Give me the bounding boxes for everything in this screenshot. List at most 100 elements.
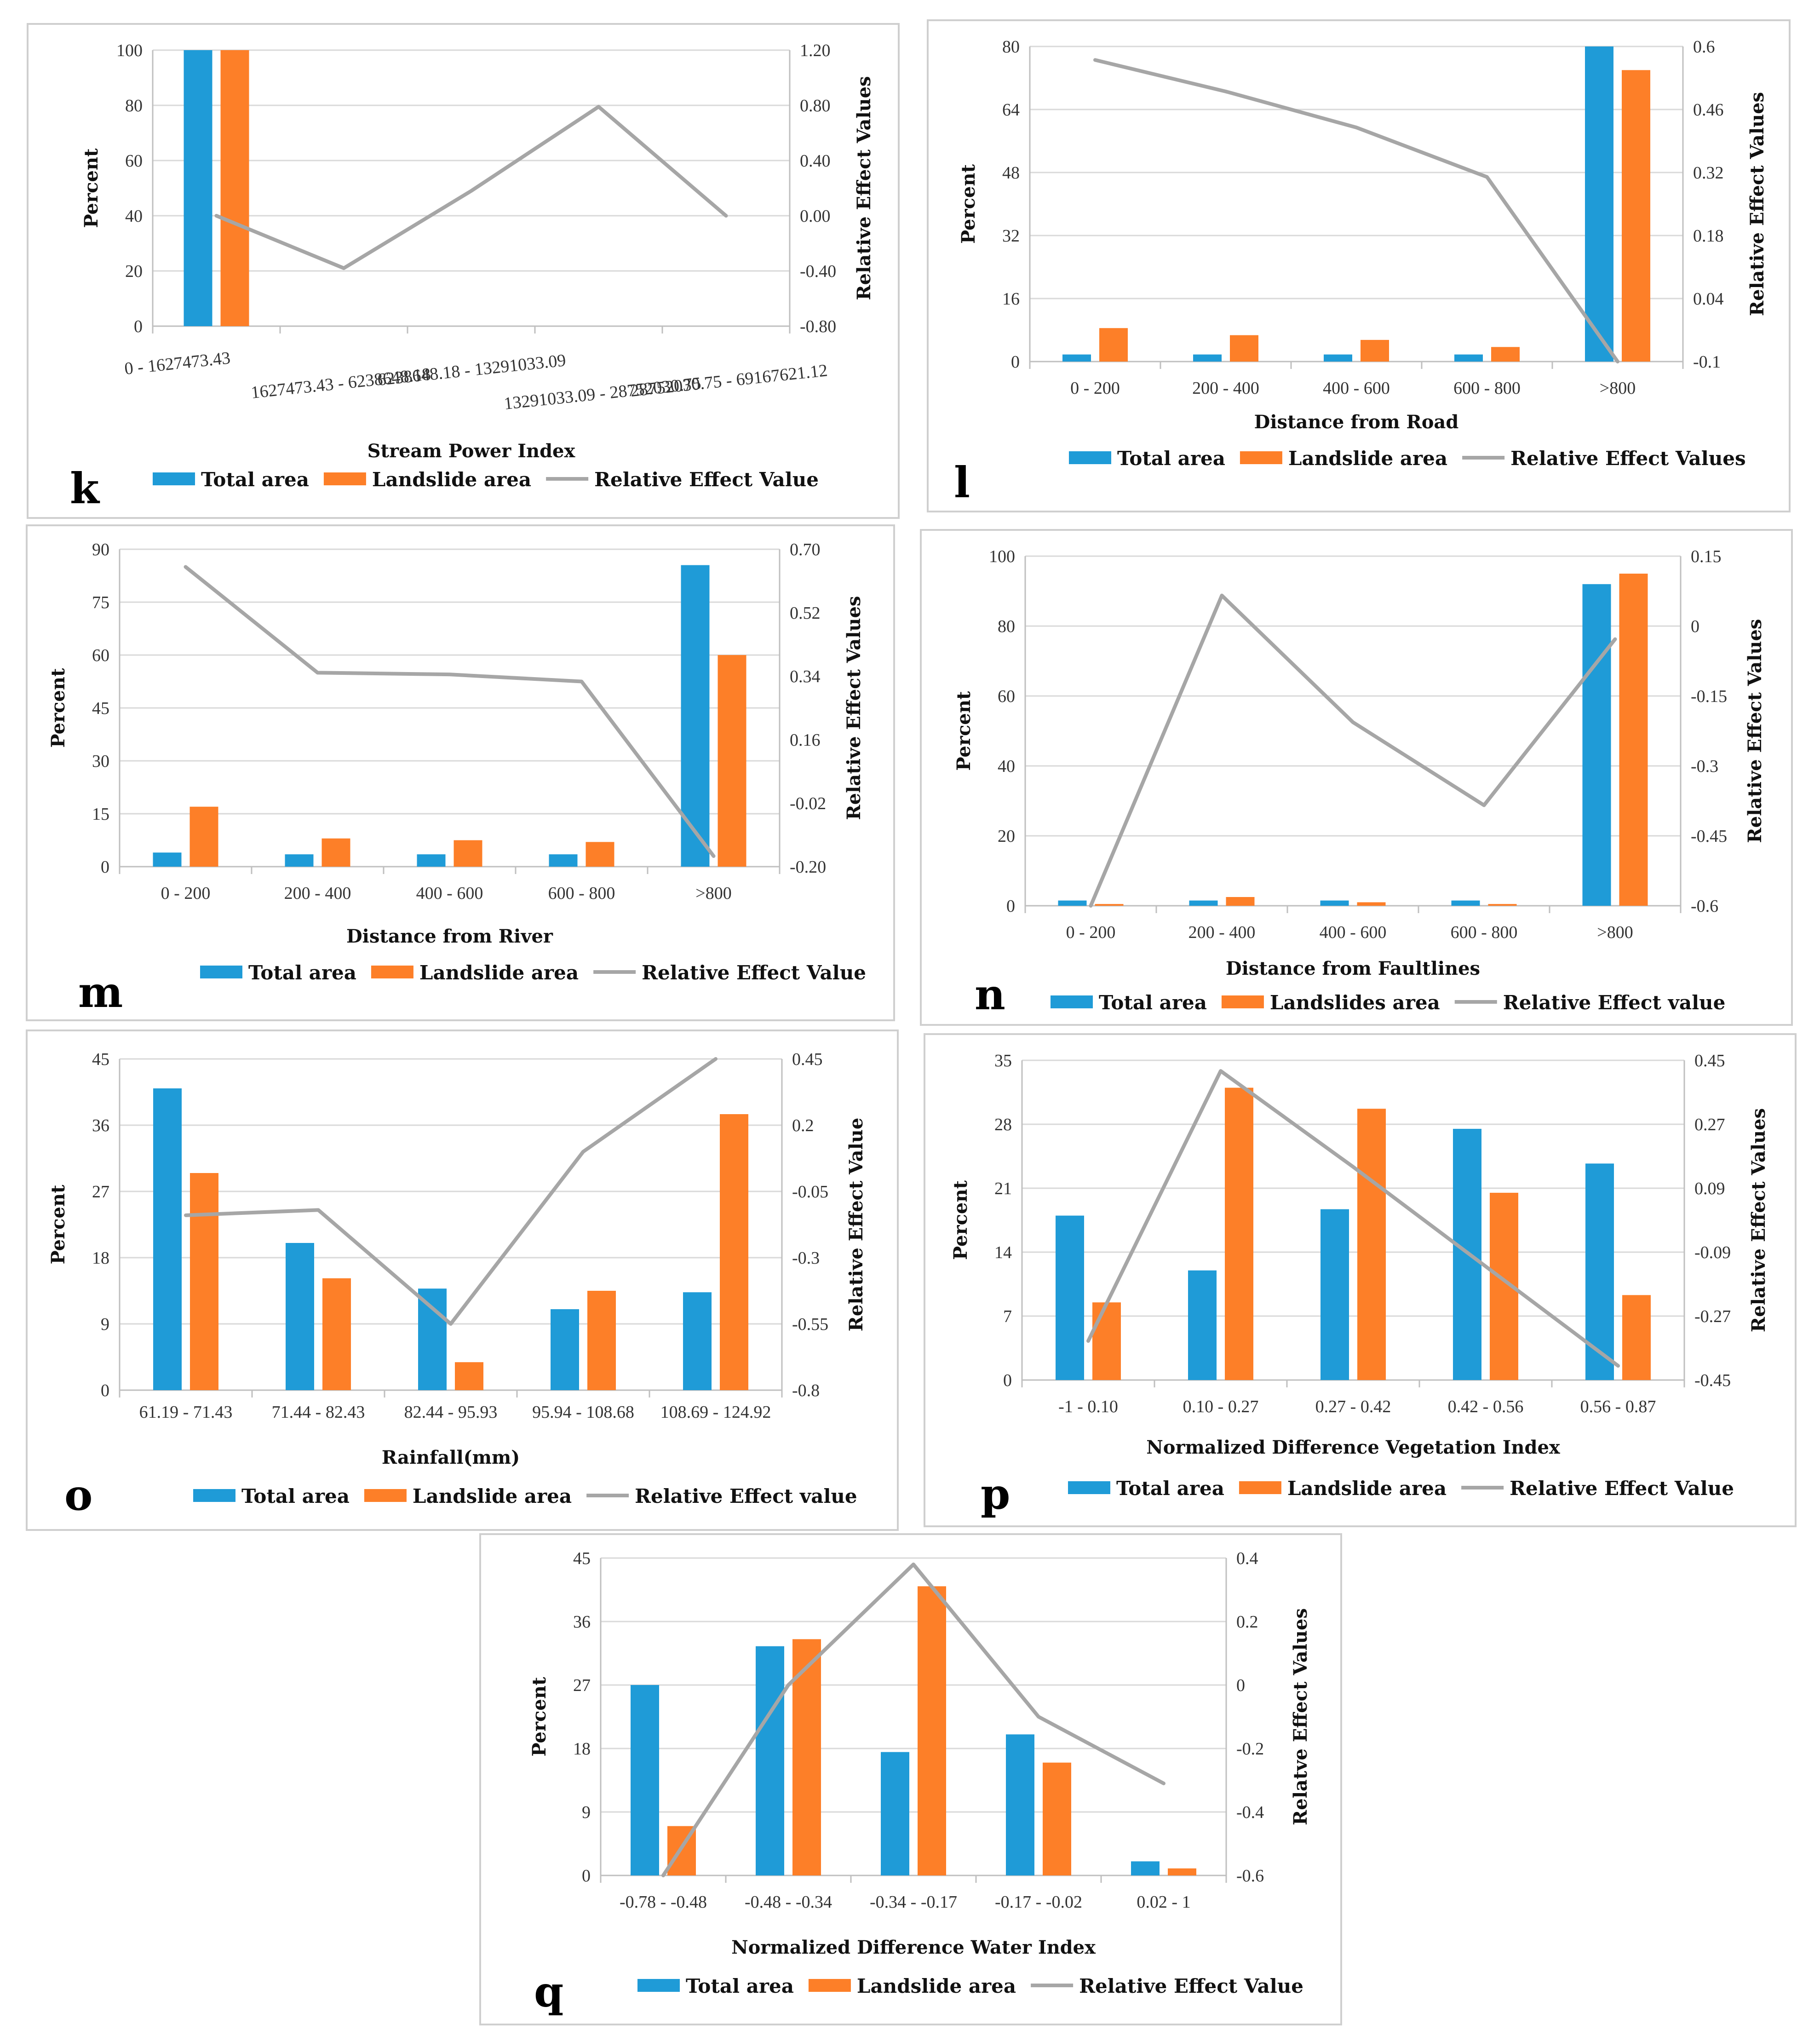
y-tick-label: 100: [989, 547, 1015, 566]
y2-axis-title: Relative Effect Values: [1744, 619, 1766, 843]
x-tick-label: 400 - 600: [1320, 923, 1387, 942]
y2-axis-title: Relative Effect Values: [1748, 1108, 1769, 1332]
y-tick-label: 14: [994, 1243, 1012, 1262]
relative-effect-point-0: [1095, 59, 1096, 61]
chart-l: 0 16 32 48 64 80 -0.1 0.04 0.18 0.32 0.46 0.6 0 - 20…: [954, 37, 1768, 507]
bar-total-4: [1585, 1163, 1614, 1380]
legend-label: Total area: [686, 1975, 794, 1997]
legend-label: Landslide area: [372, 468, 531, 491]
relative-effect-point-2: [1352, 722, 1354, 723]
y-tick-label: 0: [1011, 352, 1020, 372]
relative-effect-point-4: [1163, 1783, 1164, 1784]
y-tick-label: 48: [1002, 163, 1020, 183]
bar-total-4: [683, 1292, 712, 1390]
chart-q: 0 9 18 27 36 45 -0.6 -0.4 -0.2 0 0.2 0.4 -0.78 - -0.…: [528, 1549, 1311, 2017]
y-tick-label: 30: [92, 752, 109, 771]
bar-landslide-2: [454, 840, 482, 867]
relative-effect-line: [184, 565, 716, 858]
y-axis-title: Percent: [950, 1180, 971, 1260]
y2-axis-title: Relative Effect Values: [843, 596, 865, 820]
legend-label: Relative Effect value: [635, 1485, 857, 1507]
panel-m: 0 15 30 45 60 75 90 -0.20 -0.02 0.16 0.34 0.52 0.70 0…: [26, 524, 895, 1021]
x-tick-label: 82.44 - 95.93: [404, 1403, 498, 1422]
bar-total-1: [286, 1243, 314, 1390]
y2-tick-label: -0.6: [1236, 1866, 1264, 1886]
x-tick-label: -0.48 - -0.34: [745, 1892, 832, 1912]
panel-l: 0 16 32 48 64 80 -0.1 0.04 0.18 0.32 0.46 0.6 0 - 20…: [927, 19, 1791, 512]
legend-label: Relative Effect Value: [1510, 1477, 1734, 1500]
y2-tick-label: 0.70: [790, 540, 821, 559]
y-tick-label: 90: [92, 540, 109, 559]
bar-total-1: [1193, 354, 1222, 362]
x-tick-label: 61.19 - 71.43: [139, 1403, 233, 1422]
y2-tick-label: 0.16: [790, 730, 821, 750]
x-tick-label: 108.69 - 124.92: [660, 1403, 771, 1422]
bar-total-1: [285, 854, 314, 867]
legend-swatch-landslide: [364, 1489, 407, 1502]
y-tick-label: 18: [573, 1739, 591, 1759]
x-tick-label: 0.02 - 1: [1137, 1892, 1190, 1912]
legend-swatch-total: [1051, 995, 1093, 1008]
y-tick-label: 32: [1002, 226, 1020, 246]
y2-tick-label: -0.1: [1693, 352, 1721, 372]
y2-tick-label: -0.20: [790, 857, 826, 877]
y2-tick-label: -0.45: [1691, 827, 1727, 846]
bar-landslide-0: [190, 1173, 218, 1390]
x-tick-label: 28752030.75 - 69167621.12: [630, 361, 829, 401]
x-axis-title: Distance from Faultlines: [1226, 958, 1480, 979]
bar-total-0: [631, 1685, 659, 1875]
legend-label: Total area: [1117, 447, 1225, 470]
y-tick-label: 60: [125, 151, 143, 171]
y-axis-title: Percent: [47, 1185, 69, 1264]
x-tick-label: 0.56 - 0.87: [1580, 1397, 1656, 1416]
y2-tick-label: 0.4: [1236, 1549, 1258, 1568]
x-tick-label: 600 - 800: [1453, 379, 1521, 398]
x-tick-label: >800: [1600, 379, 1636, 398]
y2-tick-label: 0.32: [1693, 163, 1724, 183]
relative-effect-point-4: [713, 856, 714, 857]
y2-tick-label: -0.15: [1691, 687, 1727, 706]
bar-landslide-4: [1622, 70, 1650, 362]
y2-tick-label: 0: [1691, 617, 1699, 636]
legend-swatch-total: [153, 472, 195, 485]
relative-effect-point-3: [598, 106, 599, 107]
y2-tick-label: -0.8: [792, 1381, 820, 1400]
y2-tick-label: -0.02: [790, 794, 826, 813]
legend-label: Total area: [201, 468, 309, 491]
legend: Total area Landslide area Relative Effect …: [1069, 447, 1746, 470]
relative-effect-point-0: [185, 566, 186, 568]
bar-total-2: [881, 1752, 909, 1875]
relative-effect-point-4: [1617, 361, 1618, 362]
y2-tick-label: 0.15: [1691, 547, 1722, 566]
bar-landslide-1: [322, 838, 350, 867]
legend-label: Total area: [241, 1485, 350, 1507]
bar-landslide-4: [718, 655, 746, 867]
x-tick-label: -1 - 0.10: [1058, 1397, 1118, 1416]
bar-landslide-3: [1491, 347, 1520, 362]
y-tick-label: 28: [994, 1115, 1012, 1134]
y-tick-label: 7: [1003, 1307, 1012, 1326]
y2-tick-label: 0.00: [800, 207, 831, 226]
y2-tick-label: 0.40: [800, 151, 831, 171]
relative-effect-point-3: [1483, 805, 1485, 806]
relative-effect-point-3: [1038, 1716, 1039, 1717]
x-tick-label: 400 - 600: [416, 884, 483, 903]
y-tick-label: 35: [994, 1051, 1012, 1070]
x-tick-label: 200 - 400: [1192, 379, 1259, 398]
relative-effect-point-2: [1356, 127, 1357, 128]
x-tick-label: 95.94 - 108.68: [532, 1403, 634, 1422]
legend-label: Total area: [248, 961, 356, 984]
legend: Total area Landslide area Relative Effect …: [637, 1975, 1303, 1997]
bar-total-0: [184, 50, 212, 326]
legend-label: Landslide area: [419, 961, 579, 984]
x-tick-label: -0.78 - -0.48: [620, 1892, 707, 1912]
y2-tick-label: 1.20: [800, 41, 831, 60]
y2-tick-label: 0.2: [1236, 1612, 1258, 1632]
x-tick-label: 71.44 - 82.43: [272, 1403, 365, 1422]
bar-landslide-3: [586, 842, 614, 867]
bar-total-0: [1058, 900, 1087, 906]
y2-tick-label: -0.09: [1694, 1243, 1731, 1262]
y-tick-label: 45: [92, 699, 109, 718]
y-tick-label: 60: [92, 646, 109, 665]
legend-label: Landslide area: [1287, 1477, 1447, 1500]
